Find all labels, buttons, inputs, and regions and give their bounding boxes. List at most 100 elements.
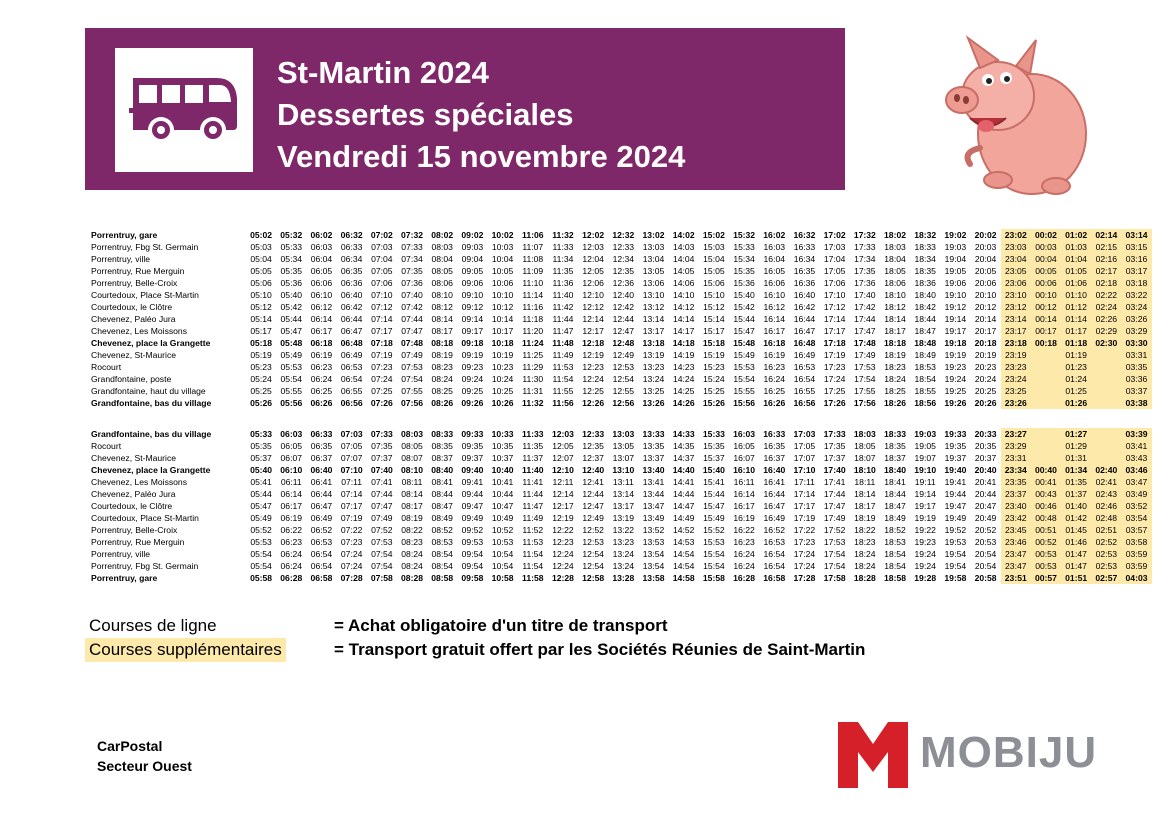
departure-time: 23:17 xyxy=(1000,325,1031,337)
departure-time: 02:14 xyxy=(1091,229,1122,241)
departure-time: 12:35 xyxy=(582,441,604,451)
departure-time: 23:27 xyxy=(1000,428,1031,440)
departure-time: 19:28 xyxy=(914,573,937,583)
departure-time: 14:10 xyxy=(672,290,695,300)
legend-extra-desc: = Transport gratuit offert par les Socié… xyxy=(334,640,866,659)
departure-time: 06:54 xyxy=(310,549,333,559)
departure-time: 07:41 xyxy=(371,477,393,487)
stop-name: Chevenez, place la Grangette xyxy=(91,338,211,348)
departure-time: 18:26 xyxy=(884,398,907,408)
departure-time: 02:17 xyxy=(1091,265,1122,277)
departure-time: 15:40 xyxy=(702,465,725,475)
departure-time: 14:02 xyxy=(672,230,695,240)
departure-time: 13:03 xyxy=(612,429,635,439)
departure-time: 19:10 xyxy=(944,290,967,300)
departure-time: 17:19 xyxy=(823,350,846,360)
departure-time xyxy=(1030,428,1062,440)
departure-time: 14:37 xyxy=(672,453,695,463)
departure-time: 05:54 xyxy=(250,549,272,559)
departure-time: 15:05 xyxy=(703,266,725,276)
departure-time: 16:03 xyxy=(733,429,756,439)
departure-time: 15:32 xyxy=(733,230,756,240)
departure-time xyxy=(1091,361,1122,373)
departure-time: 07:23 xyxy=(371,362,393,372)
departure-time: 16:24 xyxy=(763,374,786,384)
departure-time: 10:53 xyxy=(491,537,514,547)
departure-time: 13:54 xyxy=(642,549,665,559)
departure-time: 05:54 xyxy=(280,374,303,384)
departure-time: 03:29 xyxy=(1121,325,1152,337)
departure-time: 08:02 xyxy=(431,230,454,240)
departure-time: 07:12 xyxy=(371,302,393,312)
departure-time: 15:55 xyxy=(733,386,755,396)
departure-time: 10:10 xyxy=(491,290,514,300)
departure-time: 08:58 xyxy=(431,573,454,583)
departure-time: 20:53 xyxy=(974,537,997,547)
departure-time: 01:37 xyxy=(1061,488,1092,500)
departure-time: 11:58 xyxy=(522,573,544,583)
departure-time: 23:24 xyxy=(1000,373,1031,385)
departure-time: 18:37 xyxy=(884,453,906,463)
departure-time: 05:58 xyxy=(250,573,273,583)
departure-time: 03:39 xyxy=(1121,428,1152,440)
departure-time: 15:44 xyxy=(733,314,755,324)
departure-time: 07:40 xyxy=(370,465,393,475)
departure-time: 14:41 xyxy=(672,477,695,487)
departure-time: 08:28 xyxy=(401,573,424,583)
departure-time: 05:05 xyxy=(250,266,272,276)
table-row: Porrentruy, gare 05:02 05:32 06:02 06:32 07:0… xyxy=(91,229,1152,241)
departure-time: 08:25 xyxy=(431,386,453,396)
departure-time: 18:36 xyxy=(914,278,936,288)
departure-time: 18:23 xyxy=(854,537,876,547)
departure-time: 16:32 xyxy=(793,230,816,240)
departure-time: 15:53 xyxy=(703,537,725,547)
bus-icon xyxy=(129,78,237,143)
departure-time: 11:53 xyxy=(522,537,544,547)
departure-time: 17:05 xyxy=(793,441,816,451)
departure-time: 15:49 xyxy=(733,350,755,360)
departure-time: 18:32 xyxy=(914,230,937,240)
departure-time: 08:05 xyxy=(431,266,453,276)
departure-time: 08:11 xyxy=(401,477,423,487)
departure-time: 08:06 xyxy=(431,278,453,288)
departure-time: 02:46 xyxy=(1091,500,1122,512)
departure-time: 02:53 xyxy=(1091,560,1122,572)
stop-name: Porrentruy, Rue Merguin xyxy=(91,537,185,547)
departure-time: 15:56 xyxy=(733,398,756,408)
departure-time: 06:17 xyxy=(280,501,303,511)
departure-time: 19:12 xyxy=(944,302,967,312)
departure-time: 05:33 xyxy=(250,429,273,439)
departure-time: 11:14 xyxy=(522,290,544,300)
departure-time: 11:34 xyxy=(552,254,574,264)
departure-time: 05:52 xyxy=(250,525,272,535)
departure-time: 06:49 xyxy=(340,350,363,360)
table-row: Courtedoux, le Clôtre 05:47 06:17 06:47 07:1… xyxy=(91,500,1152,512)
departure-time: 07:54 xyxy=(401,374,423,384)
departure-time xyxy=(1091,452,1122,464)
departure-time: 06:26 xyxy=(310,398,333,408)
departure-time: 08:52 xyxy=(431,525,453,535)
departure-time: 01:45 xyxy=(1061,524,1092,536)
departure-time: 06:03 xyxy=(280,429,303,439)
departure-time: 12:10 xyxy=(551,465,574,475)
departure-time: 18:06 xyxy=(884,278,906,288)
departure-time: 17:52 xyxy=(823,525,846,535)
departure-time: 10:58 xyxy=(491,573,514,583)
departure-time: 16:33 xyxy=(793,242,816,252)
departure-time: 03:38 xyxy=(1121,397,1152,409)
departure-time: 09:58 xyxy=(461,573,484,583)
departure-time: 17:07 xyxy=(793,453,816,463)
departure-time: 18:41 xyxy=(884,477,906,487)
departure-time: 06:53 xyxy=(310,537,333,547)
departure-time: 03:59 xyxy=(1121,548,1152,560)
departure-time: 06:24 xyxy=(280,549,303,559)
departure-time: 16:49 xyxy=(763,513,786,523)
departure-time: 05:25 xyxy=(250,386,272,396)
departure-time: 13:14 xyxy=(642,314,665,324)
departure-time: 16:58 xyxy=(763,573,786,583)
departure-time: 18:28 xyxy=(853,573,876,583)
table-row: Chevenez, Paléo Jura 05:14 05:44 06:14 06:44… xyxy=(91,313,1152,325)
departure-time: 19:05 xyxy=(914,441,936,451)
departure-time: 09:54 xyxy=(461,561,484,571)
departure-time: 07:19 xyxy=(371,350,393,360)
